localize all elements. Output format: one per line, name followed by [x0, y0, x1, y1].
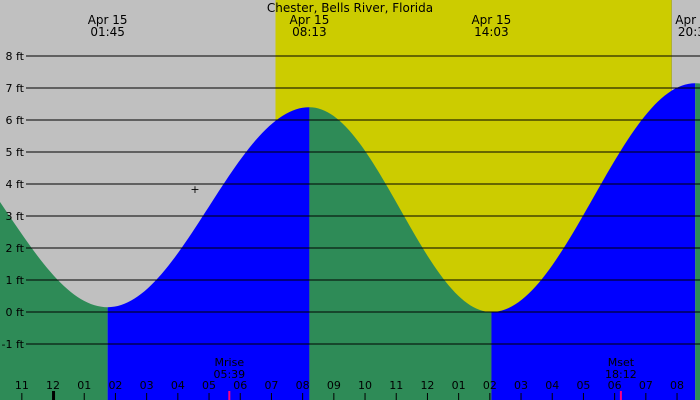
x-tick-label: 11	[15, 379, 29, 392]
x-tick-mark	[364, 393, 366, 400]
x-tick-mark	[395, 393, 397, 400]
y-tick-label: 2 ft	[6, 242, 25, 255]
y-tick-label: -1 ft	[2, 338, 25, 351]
x-tick-label: 11	[389, 379, 403, 392]
moon-event-time: 18:12	[605, 368, 637, 381]
extreme-time: 14:03	[474, 25, 509, 39]
moon-event-tick	[619, 391, 622, 400]
x-tick-mark	[458, 393, 460, 400]
x-tick-label: 05	[576, 379, 590, 392]
moon-event-tick	[228, 391, 231, 400]
x-tick-mark	[21, 393, 23, 400]
rising-tide-segment	[107, 107, 310, 400]
moon-event-time: 05:39	[213, 368, 245, 381]
extreme-date: Apr 15	[289, 13, 329, 27]
x-tick-label: 06	[608, 379, 622, 392]
x-tick-label: 07	[639, 379, 653, 392]
y-tick-label: 3 ft	[6, 210, 25, 223]
x-tick-mark	[520, 393, 522, 400]
y-tick-label: 5 ft	[6, 146, 25, 159]
x-tick-label: 01	[77, 379, 91, 392]
x-tick-mark	[426, 393, 428, 400]
x-tick-mark	[177, 393, 179, 400]
x-tick-label: 01	[452, 379, 466, 392]
x-tick-mark	[551, 393, 553, 400]
moon-event-label: Mrise	[215, 356, 245, 369]
x-tick-mark	[333, 393, 335, 400]
x-tick-mark	[208, 393, 210, 400]
x-tick-label: 08	[296, 379, 310, 392]
x-tick-mark	[114, 393, 116, 400]
y-axis-labels: 8 ft 7 ft 6 ft 5 ft 4 ft 3 ft 2 ft 1 ft 0 ft -1 f…	[2, 50, 25, 351]
x-tick-label: 12	[420, 379, 434, 392]
x-tick-label: 12	[46, 379, 60, 392]
y-tick-label: 4 ft	[6, 178, 25, 191]
x-tick-label: 09	[327, 379, 341, 392]
x-tick-label: 10	[358, 379, 372, 392]
falling-tide-segment	[0, 202, 108, 400]
falling-tide-segment	[309, 107, 492, 400]
y-tick-label: 8 ft	[6, 50, 25, 63]
extreme-time: 20:35	[678, 25, 700, 39]
y-tick-label: 1 ft	[6, 274, 25, 287]
extreme-date: Apr 15	[471, 13, 511, 27]
x-tick-label: 08	[670, 379, 684, 392]
chart-title: Chester, Bells River, Florida	[267, 1, 433, 15]
x-tick-mark	[645, 393, 647, 400]
x-tick-mark	[270, 393, 272, 400]
rising-tide-segment	[491, 83, 696, 400]
extreme-time: 08:13	[292, 25, 327, 39]
moon-event-label: Mset	[608, 356, 635, 369]
x-tick-label: 07	[264, 379, 278, 392]
x-tick-label: 03	[140, 379, 154, 392]
y-tick-label: 0 ft	[6, 306, 25, 319]
x-tick-mark	[83, 393, 85, 400]
y-tick-label: 7 ft	[6, 82, 25, 95]
x-axis-hour-labels: 11 12 01 02 03 04 05 06 07 08 09 10 11 12 01 02 03 04 05 06…	[15, 379, 684, 400]
x-tick-mark	[614, 393, 616, 400]
tide-curve	[0, 83, 700, 400]
midnight-marker	[52, 391, 56, 400]
height-gridlines	[26, 55, 700, 345]
extreme-date: Apr 15	[88, 13, 128, 27]
x-tick-mark	[582, 393, 584, 400]
extreme-date: Apr 15	[675, 13, 700, 27]
x-tick-label: 05	[202, 379, 216, 392]
x-tick-mark	[302, 393, 304, 400]
falling-tide-segment	[695, 83, 700, 400]
x-tick-label: 02	[108, 379, 122, 392]
x-tick-label: 06	[233, 379, 247, 392]
x-tick-mark	[489, 393, 491, 400]
x-tick-label: 02	[483, 379, 497, 392]
x-tick-label: 04	[545, 379, 559, 392]
x-tick-mark	[239, 393, 241, 400]
x-tick-mark	[146, 393, 148, 400]
cursor-crosshair: +	[190, 183, 199, 196]
x-tick-label: 03	[514, 379, 528, 392]
extreme-time: 01:45	[90, 25, 125, 39]
x-tick-label: 04	[171, 379, 185, 392]
x-tick-mark	[676, 393, 678, 400]
y-tick-label: 6 ft	[6, 114, 25, 127]
